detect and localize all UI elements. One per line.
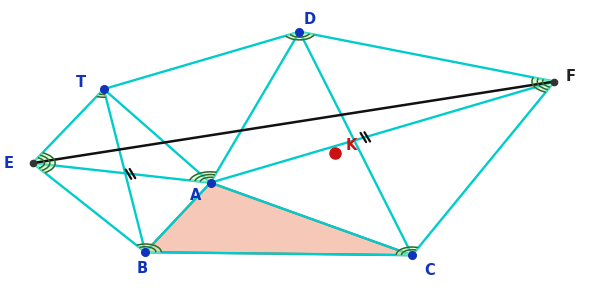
Polygon shape <box>97 89 106 97</box>
Text: B: B <box>137 261 148 276</box>
Text: K: K <box>346 138 358 153</box>
Text: T: T <box>76 75 87 90</box>
Text: E: E <box>4 156 14 171</box>
Polygon shape <box>33 153 55 173</box>
Text: A: A <box>190 188 202 203</box>
Polygon shape <box>145 183 412 255</box>
Polygon shape <box>136 244 161 252</box>
Text: C: C <box>425 263 435 278</box>
Polygon shape <box>532 77 554 92</box>
Text: F: F <box>566 69 576 84</box>
Text: D: D <box>304 11 316 27</box>
Polygon shape <box>396 247 418 255</box>
Polygon shape <box>286 32 314 40</box>
Polygon shape <box>190 172 216 183</box>
